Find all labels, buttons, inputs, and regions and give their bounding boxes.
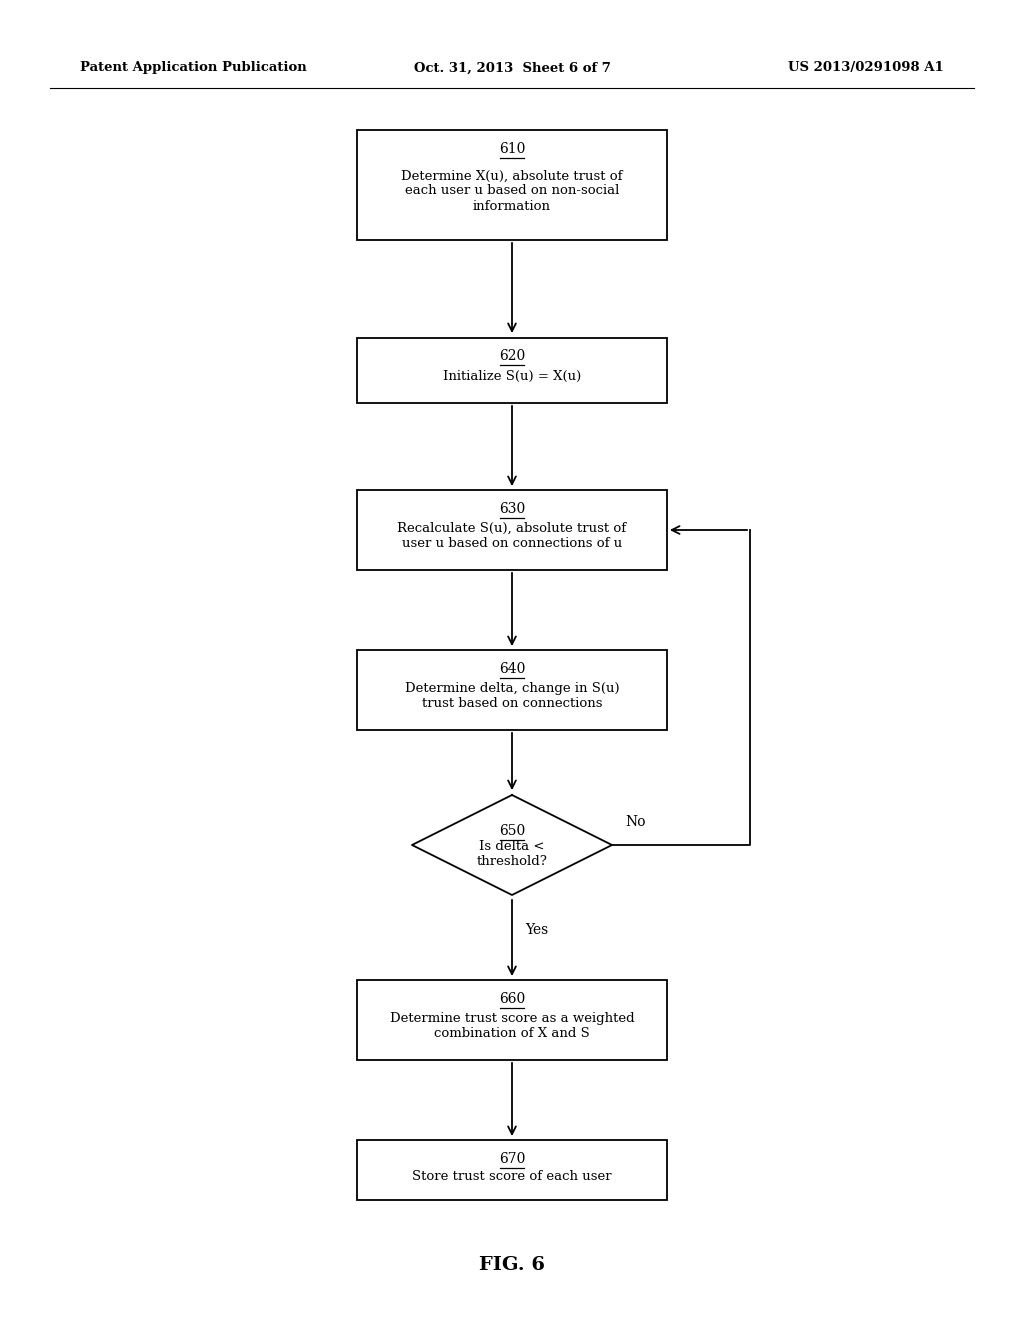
Text: Initialize S(u) = X(u): Initialize S(u) = X(u) [442,370,582,383]
Bar [357,979,667,1060]
Text: 640: 640 [499,663,525,676]
Text: Oct. 31, 2013  Sheet 6 of 7: Oct. 31, 2013 Sheet 6 of 7 [414,62,610,74]
Text: 670: 670 [499,1152,525,1166]
Bar [357,649,667,730]
Text: No: No [625,814,645,829]
Polygon shape [412,795,612,895]
Bar [357,129,667,240]
Text: Determine delta, change in S(u)
trust based on connections: Determine delta, change in S(u) trust ba… [404,682,620,710]
Text: 610: 610 [499,143,525,156]
Bar [357,1140,667,1200]
Text: Recalculate S(u), absolute trust of
user u based on connections of u: Recalculate S(u), absolute trust of user… [397,521,627,550]
Text: Determine trust score as a weighted
combination of X and S: Determine trust score as a weighted comb… [390,1012,634,1040]
Text: Yes: Yes [525,923,548,937]
Text: FIG. 6: FIG. 6 [479,1257,545,1274]
Text: Is delta <
threshold?: Is delta < threshold? [476,840,548,869]
Text: 630: 630 [499,502,525,516]
Text: US 2013/0291098 A1: US 2013/0291098 A1 [788,62,944,74]
Text: 650: 650 [499,824,525,838]
Text: Determine X(u), absolute trust of
each user u based on non-social
information: Determine X(u), absolute trust of each u… [401,169,623,213]
Text: 660: 660 [499,993,525,1006]
Text: Store trust score of each user: Store trust score of each user [413,1170,611,1183]
Text: Patent Application Publication: Patent Application Publication [80,62,307,74]
Text: 620: 620 [499,350,525,363]
Bar [357,338,667,403]
Bar [357,490,667,570]
